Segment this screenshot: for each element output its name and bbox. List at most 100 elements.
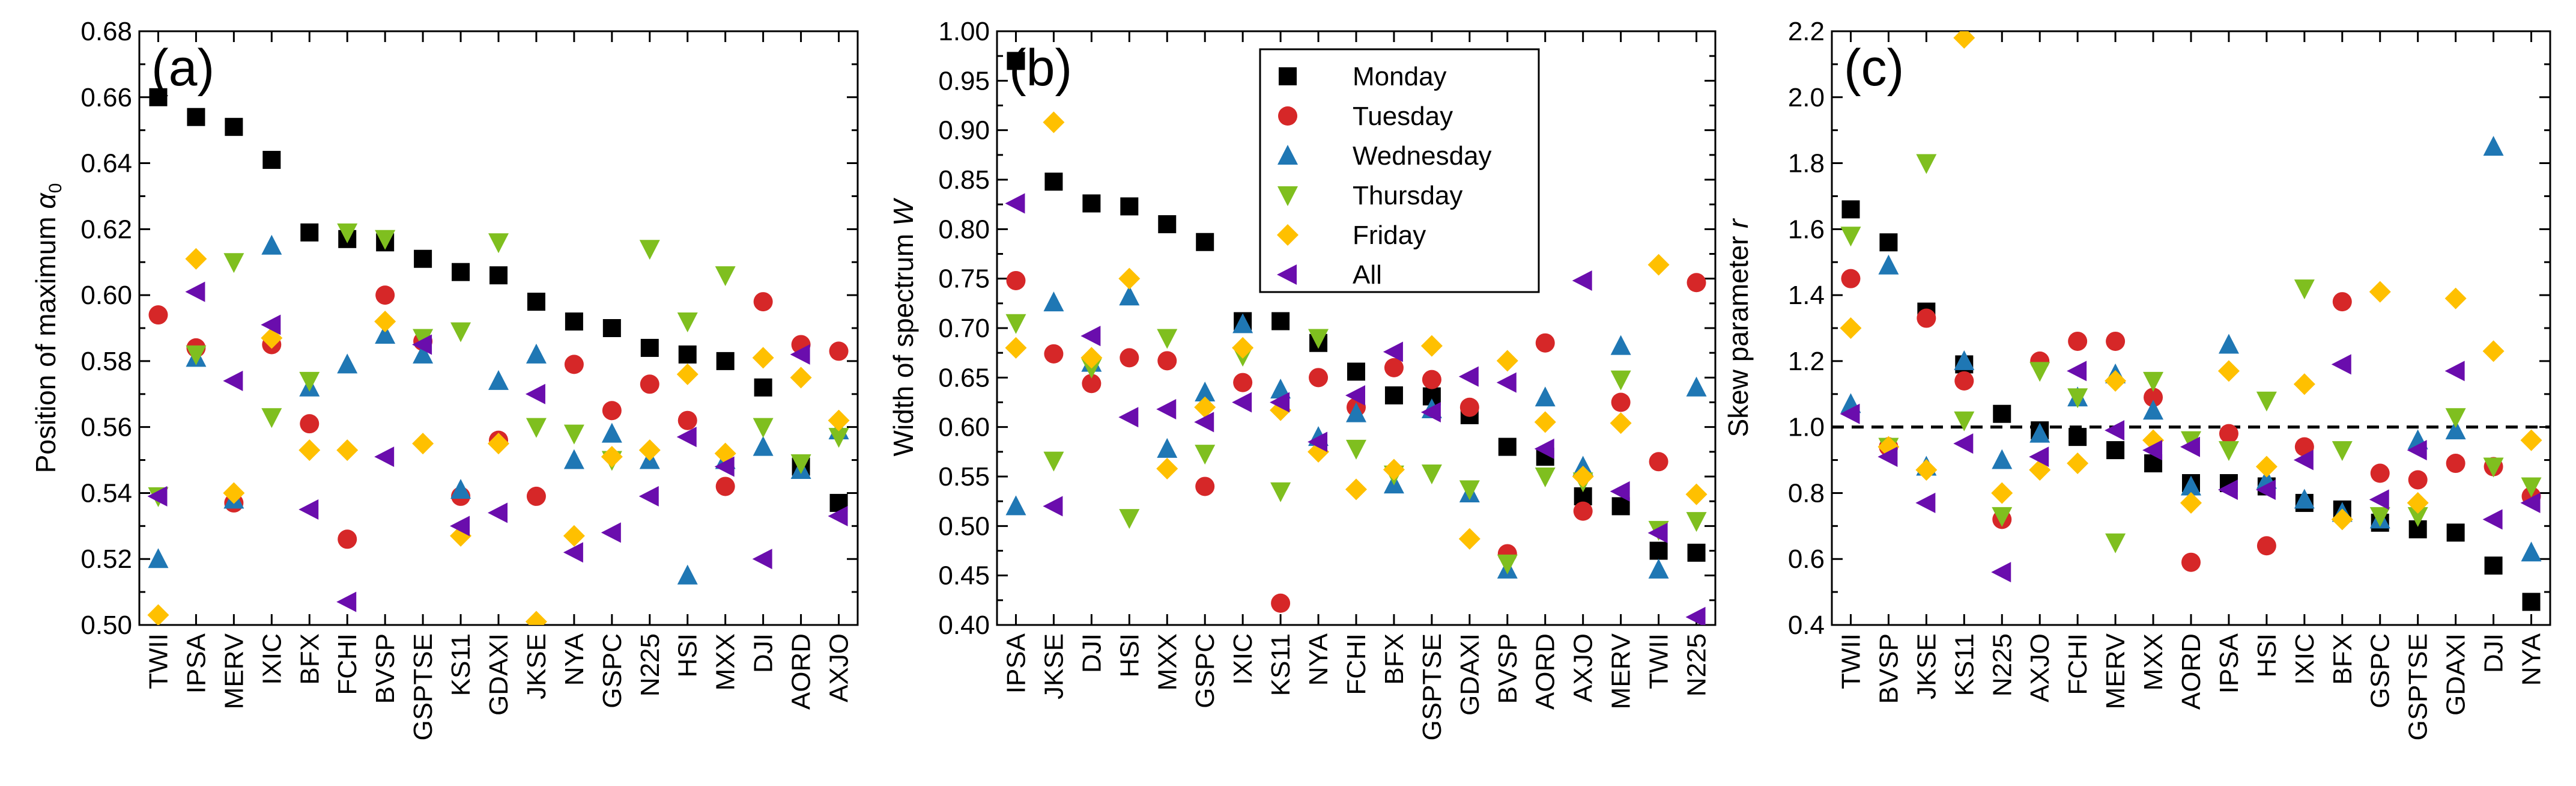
point-thursday-twii — [1840, 227, 1861, 247]
legend-label-wednesday: Wednesday — [1353, 141, 1492, 171]
point-thursday-nya — [563, 424, 584, 445]
point-monday-twii — [149, 88, 168, 106]
x-tick-label-jkse: JKSE — [1039, 633, 1068, 699]
point-thursday-gdaxi — [1459, 480, 1480, 501]
point-monday-jkse — [1044, 172, 1063, 191]
x-tick-label-gsptse: GSPTSE — [408, 633, 438, 741]
point-tuesday-mxx — [2144, 388, 2163, 407]
point-monday-fchi — [1347, 362, 1365, 381]
y-tick-label: 0.50 — [80, 611, 132, 640]
point-friday-mxx — [1156, 457, 1178, 480]
point-tuesday-twii — [148, 305, 168, 325]
point-thursday-bfx — [299, 371, 320, 392]
point-all-gdaxi — [2444, 361, 2465, 382]
point-wednesday-n225 — [1992, 449, 2013, 469]
point-thursday-aord — [1535, 468, 1556, 487]
point-thursday-hsi — [2256, 391, 2277, 412]
point-tuesday-aord — [1535, 333, 1555, 353]
point-thursday-aord — [790, 454, 811, 475]
y-tick-label: 0.64 — [80, 149, 132, 178]
point-all-bvsp — [1496, 372, 1517, 393]
y-axis-title: Position of maximum α0 — [30, 183, 65, 474]
point-wednesday-bvsp — [375, 323, 396, 344]
point-thursday-ipsa — [1005, 314, 1026, 334]
point-monday-jkse — [527, 293, 545, 311]
point-friday-bfx — [1383, 458, 1405, 481]
y-tick-label: 0.80 — [938, 215, 990, 244]
point-friday-gdaxi — [488, 433, 509, 455]
point-wednesday-gsptse — [413, 343, 434, 364]
point-all-fchi — [336, 591, 357, 612]
point-wednesday-gdaxi — [2445, 419, 2466, 440]
point-wednesday-axjo — [2029, 422, 2050, 443]
point-thursday-bfx — [2332, 441, 2353, 462]
x-tick-label-mxx: MXX — [711, 633, 741, 690]
y-tick-label: 0.60 — [80, 281, 132, 310]
legend-box — [1259, 48, 1540, 293]
point-friday-axjo — [1572, 466, 1594, 487]
point-tuesday-dji — [753, 292, 773, 312]
x-tick-label-bfx: BFX — [2328, 633, 2357, 685]
x-tick-label-gspc: GSPC — [1190, 633, 1220, 708]
point-thursday-n225 — [1992, 507, 2013, 527]
point-all-n225 — [1685, 606, 1706, 625]
point-friday-fchi — [336, 439, 359, 462]
point-all-twii — [147, 486, 168, 507]
y-tick-label: 0.40 — [938, 611, 990, 640]
x-tick-label-gdaxi: GDAXI — [2441, 633, 2471, 716]
point-all-nya — [563, 542, 583, 563]
legend-label-monday: Monday — [1353, 62, 1447, 91]
y-tick-label: 0.75 — [938, 264, 990, 294]
point-monday-nya — [565, 312, 583, 331]
point-all-axjo — [2029, 446, 2049, 468]
point-friday-twii — [1840, 317, 1862, 339]
x-tick-label-bfx: BFX — [295, 633, 324, 685]
panel-b: 0.40 0.45 0.50 0.55 0.60 0.65 0.70 0.75 0.80 0.85… — [888, 17, 1717, 741]
point-all-merv — [1610, 481, 1630, 502]
point-wednesday-aord — [1535, 386, 1556, 407]
x-tick-label-merv: MERV — [219, 633, 249, 709]
point-all-ipsa — [2217, 479, 2238, 500]
point-monday-ks11 — [1271, 312, 1290, 331]
point-friday-nya — [563, 525, 585, 547]
y-tick-label: 0.52 — [80, 544, 132, 574]
point-all-gspc — [601, 522, 621, 543]
point-tuesday-axjo — [829, 341, 849, 361]
marker-layer — [147, 88, 850, 625]
point-all-dji — [1080, 326, 1101, 347]
point-thursday-ixic — [2294, 279, 2315, 300]
point-tuesday-fchi — [338, 529, 357, 549]
point-thursday-jkse — [526, 418, 547, 438]
point-tuesday-nya — [564, 355, 584, 374]
point-thursday-nya — [2521, 477, 2542, 498]
y-tick-label: 0.45 — [938, 561, 990, 591]
x-tick-label-gspc: GSPC — [598, 633, 627, 708]
point-tuesday-merv — [2106, 331, 2126, 351]
point-all-aord — [2180, 436, 2200, 457]
point-thursday-hsi — [1119, 509, 1140, 529]
point-all-gspc — [2369, 489, 2389, 510]
x-tick-label-dji: DJI — [2479, 633, 2509, 673]
point-wednesday-ipsa — [1005, 495, 1026, 516]
x-tick-label-merv: MERV — [2101, 633, 2130, 709]
point-all-bvsp — [1877, 446, 1898, 468]
point-all-mxx — [2142, 440, 2163, 461]
x-tick-label-gsptse: GSPTSE — [2404, 633, 2433, 741]
point-friday-ixic — [2293, 373, 2315, 395]
point-friday-hsi — [1118, 267, 1141, 290]
x-tick-label-mxx: MXX — [1153, 633, 1182, 690]
point-thursday-bvsp — [1497, 554, 1518, 574]
point-monday-mxx — [1158, 215, 1177, 234]
x-tick-label-axjo: AXJO — [1569, 633, 1598, 702]
point-monday-ipsa — [187, 108, 205, 126]
point-tuesday-bfx — [300, 414, 320, 434]
point-all-aord — [1534, 438, 1554, 459]
point-thursday-gdaxi — [488, 233, 509, 254]
point-all-aord — [790, 344, 810, 365]
point-friday-hsi — [676, 363, 699, 385]
point-all-gdaxi — [488, 502, 508, 523]
point-tuesday-hsi — [2256, 536, 2276, 556]
y-tick-label: 0.6 — [1788, 544, 1825, 574]
x-tick-label-nya: NYA — [2517, 633, 2547, 686]
point-friday-merv — [223, 482, 245, 504]
